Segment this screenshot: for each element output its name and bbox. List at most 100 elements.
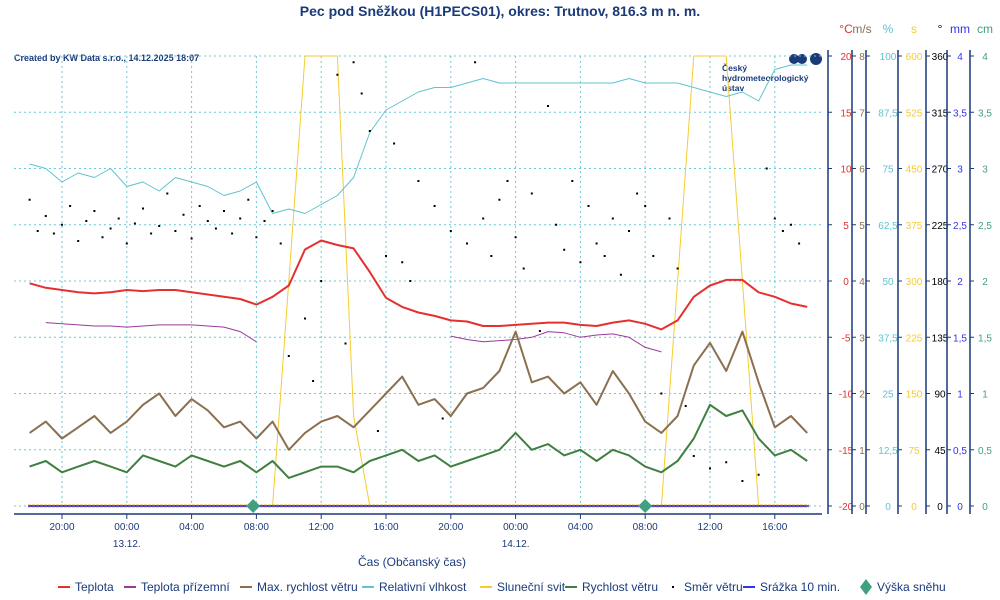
y-tick-label: 45 (934, 446, 946, 457)
wind-direction-point (449, 230, 452, 232)
wind-direction-point (676, 267, 679, 270)
y-tick-label: 3 (859, 333, 865, 344)
y-tick-label: 3,5 (978, 108, 992, 119)
wind-direction-point (668, 217, 671, 220)
y-axis-unit: °C (839, 22, 853, 36)
wind-direction-point (263, 220, 266, 222)
y-tick-label: 50 (882, 277, 894, 288)
y-tick-label: 0 (911, 502, 917, 513)
y-tick-label: 2 (957, 277, 963, 288)
wind-direction-point (571, 180, 574, 182)
y-tick-label: 0,5 (953, 446, 967, 457)
y-tick-label: 2 (982, 277, 988, 288)
wind-direction-point (344, 342, 347, 345)
x-tick-label: 04:00 (179, 522, 204, 533)
y-tick-label: 375 (906, 221, 923, 232)
wind-direction-point (644, 205, 647, 207)
logo-icon (810, 53, 822, 65)
wind-direction-point (628, 230, 630, 232)
y-tick-label: 300 (906, 277, 923, 288)
series-relativn-vlhkost (29, 64, 808, 214)
wind-direction-point (36, 230, 39, 232)
series-teplota-p-zemn- (45, 322, 662, 353)
series-max-rychlost-v-tru (29, 330, 808, 451)
wind-direction-point (547, 105, 549, 107)
y-axis-unit: m/s (852, 22, 871, 36)
y-tick-label: 25 (882, 390, 894, 401)
y-tick-label: 270 (932, 165, 949, 176)
y-tick-label: 1 (982, 390, 988, 401)
wind-direction-point (514, 236, 517, 239)
wind-direction-point (142, 207, 144, 210)
y-tick-label: -15 (839, 446, 854, 457)
y-tick-label: 0 (957, 502, 963, 513)
wind-direction-point (174, 230, 177, 232)
wind-direction-point (44, 215, 47, 217)
y-tick-label: 525 (906, 108, 923, 119)
wind-direction-point (150, 232, 153, 235)
wind-direction-point (85, 220, 88, 222)
wind-direction-point (579, 261, 582, 264)
wind-direction-point (190, 237, 193, 240)
y-tick-label: 225 (932, 221, 949, 232)
wind-direction-point (595, 242, 598, 245)
y-tick-label: 5 (843, 221, 849, 232)
legend-label: Rychlost větru (582, 580, 658, 594)
wind-direction-point (336, 73, 339, 76)
legend-label: Max. rychlost větru (257, 580, 358, 594)
y-tick-label: 4 (982, 52, 988, 63)
wind-direction-point (352, 61, 355, 64)
y-tick-label: 20 (840, 52, 852, 63)
x-axis-title: Čas (Občanský čas) (358, 554, 466, 569)
x-tick-label: 08:00 (244, 522, 269, 533)
wind-direction-point (271, 210, 274, 212)
wind-direction-point (125, 242, 128, 245)
x-tick-label: 12:00 (309, 522, 334, 533)
wind-direction-point (538, 330, 541, 332)
y-tick-label: -20 (839, 502, 854, 513)
legend-label: Srážka 10 min. (760, 580, 840, 594)
y-tick-label: 100 (880, 52, 897, 63)
legend-swatch (860, 579, 872, 595)
wind-direction-point (603, 255, 606, 257)
wind-direction-point (166, 192, 169, 195)
y-tick-label: 87,5 (878, 108, 898, 119)
y-tick-label: 15 (840, 108, 852, 119)
y-tick-label: 1,5 (953, 333, 967, 344)
y-tick-label: 8 (859, 52, 865, 63)
wind-direction-point (781, 230, 784, 232)
wind-direction-point (198, 205, 201, 207)
wind-direction-point (239, 217, 242, 220)
wind-direction-point (741, 480, 744, 482)
y-tick-label: 150 (906, 390, 923, 401)
wind-direction-point (522, 267, 525, 270)
y-tick-label: 62,5 (878, 221, 898, 232)
y-tick-label: 0 (937, 502, 943, 513)
x-tick-label: 04:00 (568, 522, 593, 533)
y-tick-label: 90 (934, 390, 946, 401)
y-tick-label: 37,5 (878, 333, 898, 344)
wind-direction-point (498, 198, 501, 201)
wind-direction-point (255, 236, 258, 239)
y-tick-label: 6 (859, 165, 865, 176)
x-tick-label: 00:00 (114, 522, 139, 533)
y-tick-label: 225 (906, 333, 923, 344)
y-tick-label: 5 (859, 221, 865, 232)
wind-direction-point (773, 217, 776, 220)
legend-label: Teplota přízemní (141, 580, 230, 594)
wind-direction-point (101, 236, 104, 239)
wind-direction-point (133, 222, 136, 225)
wind-direction-point (287, 355, 290, 357)
y-axis-unit: mm (950, 22, 970, 36)
wind-direction-point (109, 227, 112, 230)
x-date-label: 13.12. (113, 539, 141, 550)
wind-direction-point (441, 417, 444, 420)
x-tick-label: 20:00 (49, 522, 74, 533)
wind-direction-point (231, 232, 234, 235)
wind-direction-point (660, 392, 663, 395)
wind-direction-point (725, 461, 728, 464)
legend-swatch (672, 586, 674, 588)
wind-direction-point (466, 242, 468, 245)
x-tick-label: 20:00 (438, 522, 463, 533)
wind-direction-point (385, 255, 387, 257)
